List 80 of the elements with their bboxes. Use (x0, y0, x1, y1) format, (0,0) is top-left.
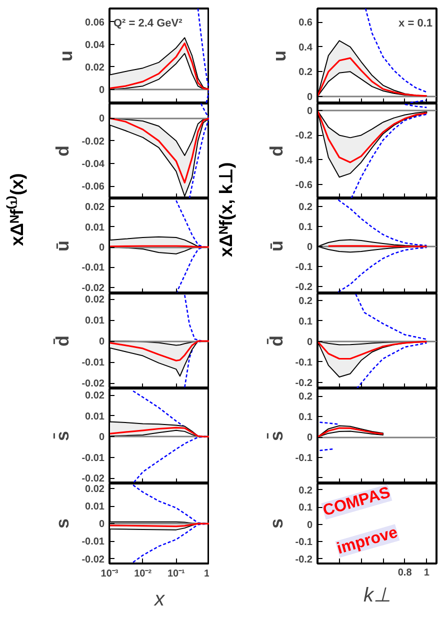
y-tick-label: -0.2 (295, 282, 313, 293)
y-tick-label: 0.1 (298, 316, 313, 328)
y-tick-label: 0 (306, 106, 313, 118)
y-tick-label: 0.02 (85, 62, 105, 74)
y-tick-label: 0 (98, 242, 105, 254)
y-tick-label: 0.02 (85, 202, 105, 214)
y-axis-title: s (52, 518, 73, 529)
annotation: Q² = 2.4 GeV² (114, 18, 183, 30)
x-axis-title: x (154, 588, 166, 610)
y-axis-title: d̄ (52, 336, 73, 346)
y-tick-label: 0.06 (85, 17, 105, 28)
y-axis-title: ū (266, 240, 286, 252)
y-tick-label: 0.2 (298, 296, 313, 307)
x-tick-label: 0.8 (398, 568, 412, 578)
y-tick-label: 0.1 (298, 222, 313, 234)
y-tick-label: 0.02 (85, 294, 105, 306)
x-tick-label: 10⁻³ (100, 568, 119, 580)
y-axis-title: u (56, 50, 76, 62)
y-tick-label: -0.01 (82, 536, 105, 548)
y-tick-label: -0.02 (82, 136, 105, 148)
y-tick-label: -0.06 (82, 182, 105, 193)
x-tick-label: 1 (424, 568, 430, 578)
y-tick-label: -0.6 (295, 180, 313, 192)
y-tick-label: 0 (98, 519, 105, 530)
y-tick-label: -0.01 (82, 358, 105, 369)
y-tick-label: -0.2 (295, 130, 313, 142)
y-tick-label: -0.1 (295, 537, 313, 548)
text: xΔᴺf(x, k⊥) (215, 162, 237, 260)
y-tick-label: -0.1 (295, 262, 313, 273)
y-tick-label: 0.01 (85, 316, 105, 327)
y-tick-label: 0 (306, 520, 313, 531)
y-tick-label: 0.2 (298, 67, 313, 78)
y-tick-label: -0.1 (295, 357, 313, 368)
y-tick-label: 0 (306, 336, 313, 348)
y-tick-label: -0.01 (82, 452, 105, 464)
x-axis-title: k⊥ (364, 584, 390, 606)
y-tick-label: -0.1 (295, 453, 313, 464)
y-tick-label: 0 (306, 432, 313, 444)
y-tick-label: 0.01 (85, 411, 105, 422)
y-axis-title: ū (52, 240, 73, 252)
annotation: improve (335, 524, 400, 558)
y-tick-label: 0.4 (298, 42, 313, 54)
y-tick-label: 0.1 (298, 412, 313, 424)
text: xΔᴺf⁽¹⁾(x) (6, 172, 28, 248)
y-tick-label: -0.02 (82, 378, 105, 390)
y-tick-label: -0.02 (82, 282, 105, 294)
y-axis-title: s̄ (266, 430, 286, 442)
y-tick-label: -0.2 (295, 554, 313, 566)
y-tick-label: -0.4 (295, 155, 313, 166)
y-tick-label: 0 (98, 432, 105, 444)
x-tick-label: 10⁻² (134, 568, 152, 580)
y-tick-label: 0 (98, 84, 105, 96)
y-tick-label: 0 (306, 242, 313, 253)
y-tick-label: 0.01 (85, 502, 105, 513)
y-axis-title: u (270, 50, 290, 62)
y-tick-label: 0 (306, 92, 313, 103)
y-tick-label: 0.2 (298, 485, 313, 496)
y-tick-label: 0.2 (298, 392, 313, 403)
y-tick-label: 0.6 (298, 18, 313, 29)
y-tick-label: -0.02 (82, 554, 105, 566)
y-tick-label: 0.04 (85, 40, 105, 51)
y-tick-label: -0.01 (82, 262, 105, 274)
y-tick-label: -0.04 (82, 158, 105, 170)
y-axis-title: s̄ (52, 430, 73, 442)
y-tick-label: 0.02 (85, 390, 105, 402)
y-tick-label: 0 (98, 336, 105, 348)
y-axis-title: d (52, 146, 73, 156)
x-tick-label: 1 (204, 568, 210, 580)
y-tick-label: -0.02 (82, 474, 105, 485)
y-tick-label: -0.2 (295, 378, 313, 389)
y-tick-label: 0.1 (298, 502, 313, 514)
y-axis-title: d (266, 146, 286, 156)
x-tick-label: 10⁻¹ (167, 568, 186, 580)
y-tick-label: 0 (98, 114, 105, 125)
y-tick-label: 0.01 (85, 222, 105, 234)
y-axis-title: s (266, 518, 286, 529)
y-axis-title: d̄ (266, 336, 286, 346)
y-tick-label: 0.02 (85, 484, 105, 496)
y-tick-label: 0.2 (298, 202, 313, 214)
annotation: x = 0.1 (398, 18, 433, 30)
